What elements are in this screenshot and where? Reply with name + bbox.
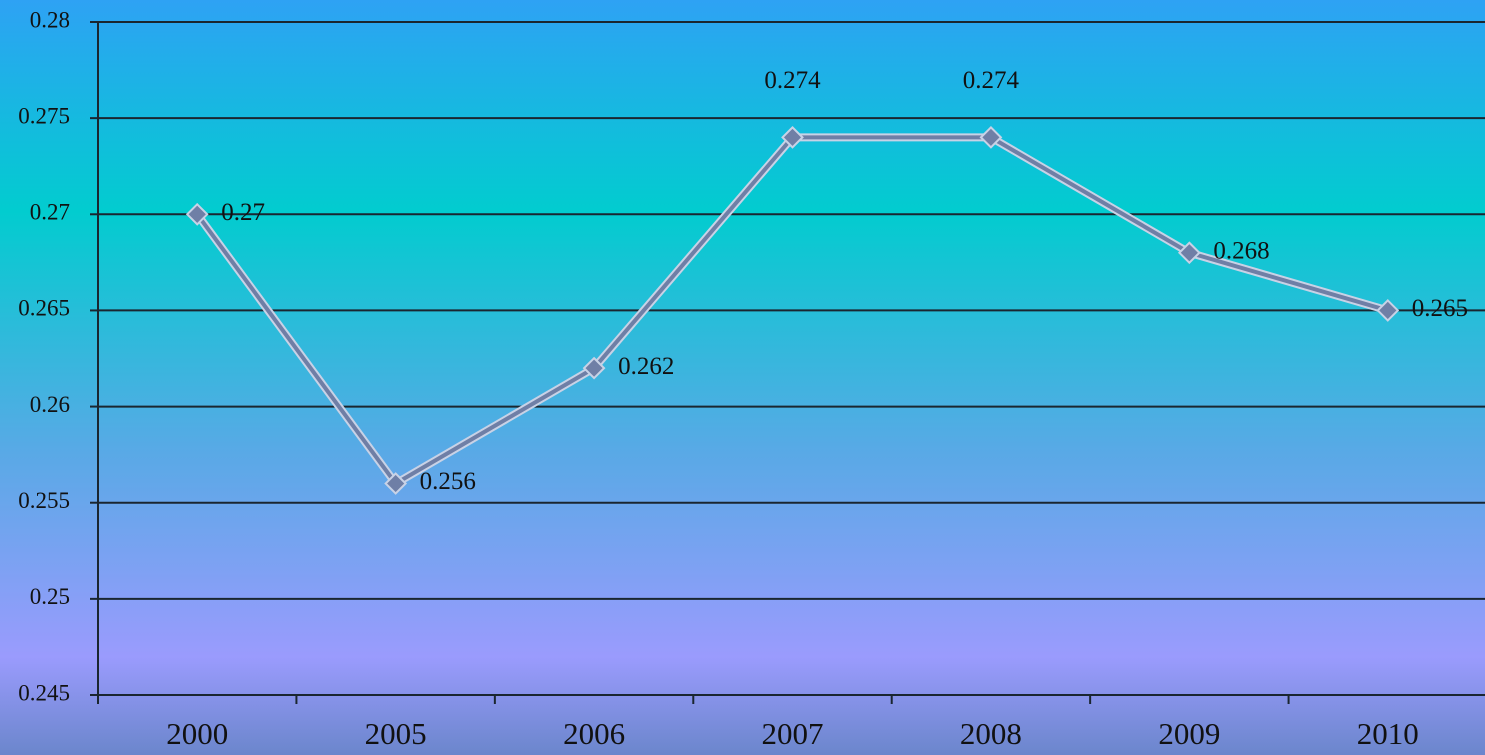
y-tick-label: 0.265: [18, 296, 70, 321]
y-tick-label: 0.28: [30, 7, 70, 32]
data-label: 0.27: [221, 199, 265, 226]
data-label: 0.274: [764, 67, 821, 94]
x-tick-label: 2009: [1158, 716, 1220, 751]
x-tick-label: 2006: [563, 716, 625, 751]
data-label: 0.256: [420, 468, 476, 495]
y-tick-label: 0.255: [18, 488, 70, 513]
data-label: 0.274: [963, 67, 1020, 94]
x-tick-label: 2010: [1357, 716, 1419, 751]
x-tick-label: 2007: [762, 716, 824, 751]
y-tick-label: 0.245: [18, 680, 70, 705]
data-label: 0.262: [618, 353, 674, 380]
y-tick-label: 0.27: [30, 200, 70, 225]
marker: [979, 125, 1003, 149]
y-tick-label: 0.26: [30, 392, 70, 417]
x-tick-label: 2008: [960, 716, 1022, 751]
data-label: 0.268: [1213, 237, 1269, 264]
x-tick-label: 2005: [365, 716, 427, 751]
y-tick-label: 0.25: [30, 584, 70, 609]
data-label: 0.265: [1412, 295, 1468, 322]
x-tick-label: 2000: [166, 716, 228, 751]
marker: [582, 356, 606, 380]
marker: [384, 472, 408, 495]
marker: [781, 125, 804, 149]
marker: [1376, 299, 1400, 322]
y-tick-label: 0.275: [18, 103, 70, 128]
marker: [185, 202, 209, 226]
marker: [1177, 241, 1201, 265]
